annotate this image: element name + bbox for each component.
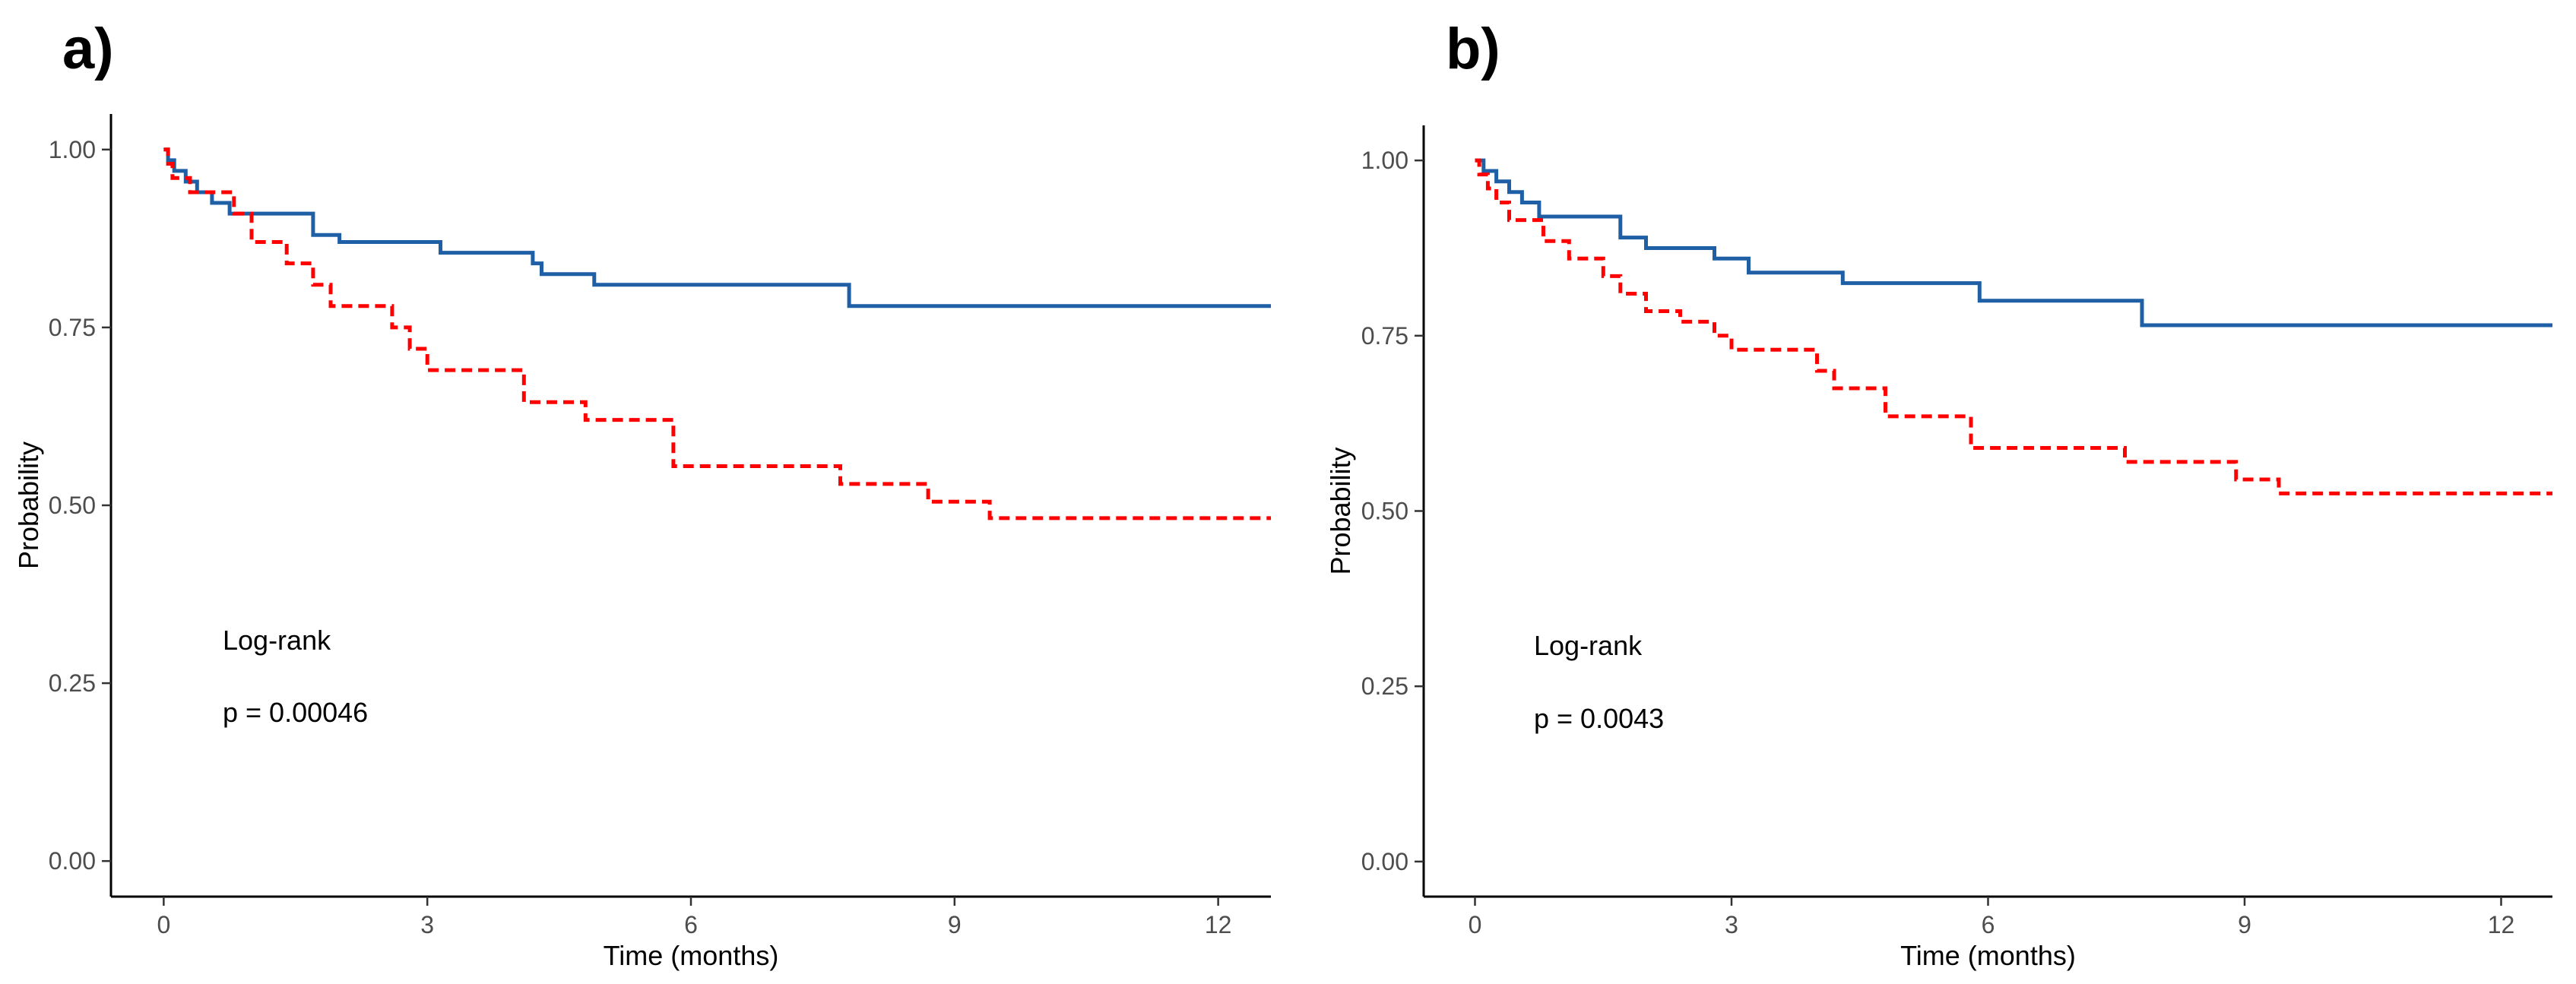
logrank-label: Log-rank xyxy=(223,625,331,656)
x-tick-label: 0 xyxy=(157,911,170,938)
y-axis-title: Probability xyxy=(1325,447,1356,574)
x-tick-label: 12 xyxy=(2488,911,2515,938)
y-tick-label: 0.00 xyxy=(1361,848,1408,875)
y-tick-label: 0.50 xyxy=(49,492,96,519)
panel-label: a) xyxy=(62,17,114,81)
y-tick-label: 0.75 xyxy=(1361,322,1408,350)
y-tick-label: 0.50 xyxy=(1361,498,1408,525)
km-curve-group-1 xyxy=(1475,158,2552,327)
km-curve-group-2 xyxy=(1475,158,2552,495)
logrank-label: Log-rank xyxy=(1534,630,1643,661)
x-tick-label: 3 xyxy=(420,911,434,938)
km-curve-group-2 xyxy=(163,147,1271,520)
x-tick-label: 9 xyxy=(948,911,962,938)
x-tick-label: 3 xyxy=(1725,911,1738,938)
x-axis-title: Time (months) xyxy=(1900,940,2076,971)
panel-1: b) 0.00 0.25 0.50 0.75 1.00 0 3 6 9 12 Time (months… xyxy=(1325,17,2552,971)
panel-0: a) 0.00 0.25 0.50 0.75 1.00 0 3 6 9 12 Time (months… xyxy=(13,17,1271,971)
y-axis-title: Probability xyxy=(13,441,44,569)
y-tick-label: 0.25 xyxy=(49,669,96,697)
km-curve-group-1 xyxy=(163,147,1271,308)
x-tick-label: 12 xyxy=(1205,911,1232,938)
y-tick-label: 0.25 xyxy=(1361,672,1408,700)
x-tick-label: 0 xyxy=(1469,911,1482,938)
y-tick-label: 1.00 xyxy=(1361,147,1408,174)
p-value-label: p = 0.00046 xyxy=(223,697,368,728)
y-tick-label: 0.00 xyxy=(49,847,96,875)
y-tick-label: 1.00 xyxy=(49,136,96,163)
panel-label: b) xyxy=(1446,17,1500,81)
p-value-label: p = 0.0043 xyxy=(1534,703,1664,734)
x-tick-label: 6 xyxy=(684,911,698,938)
x-axis-title: Time (months) xyxy=(604,940,779,971)
y-tick-label: 0.75 xyxy=(49,314,96,341)
x-tick-label: 9 xyxy=(2238,911,2251,938)
x-tick-label: 6 xyxy=(1982,911,1995,938)
